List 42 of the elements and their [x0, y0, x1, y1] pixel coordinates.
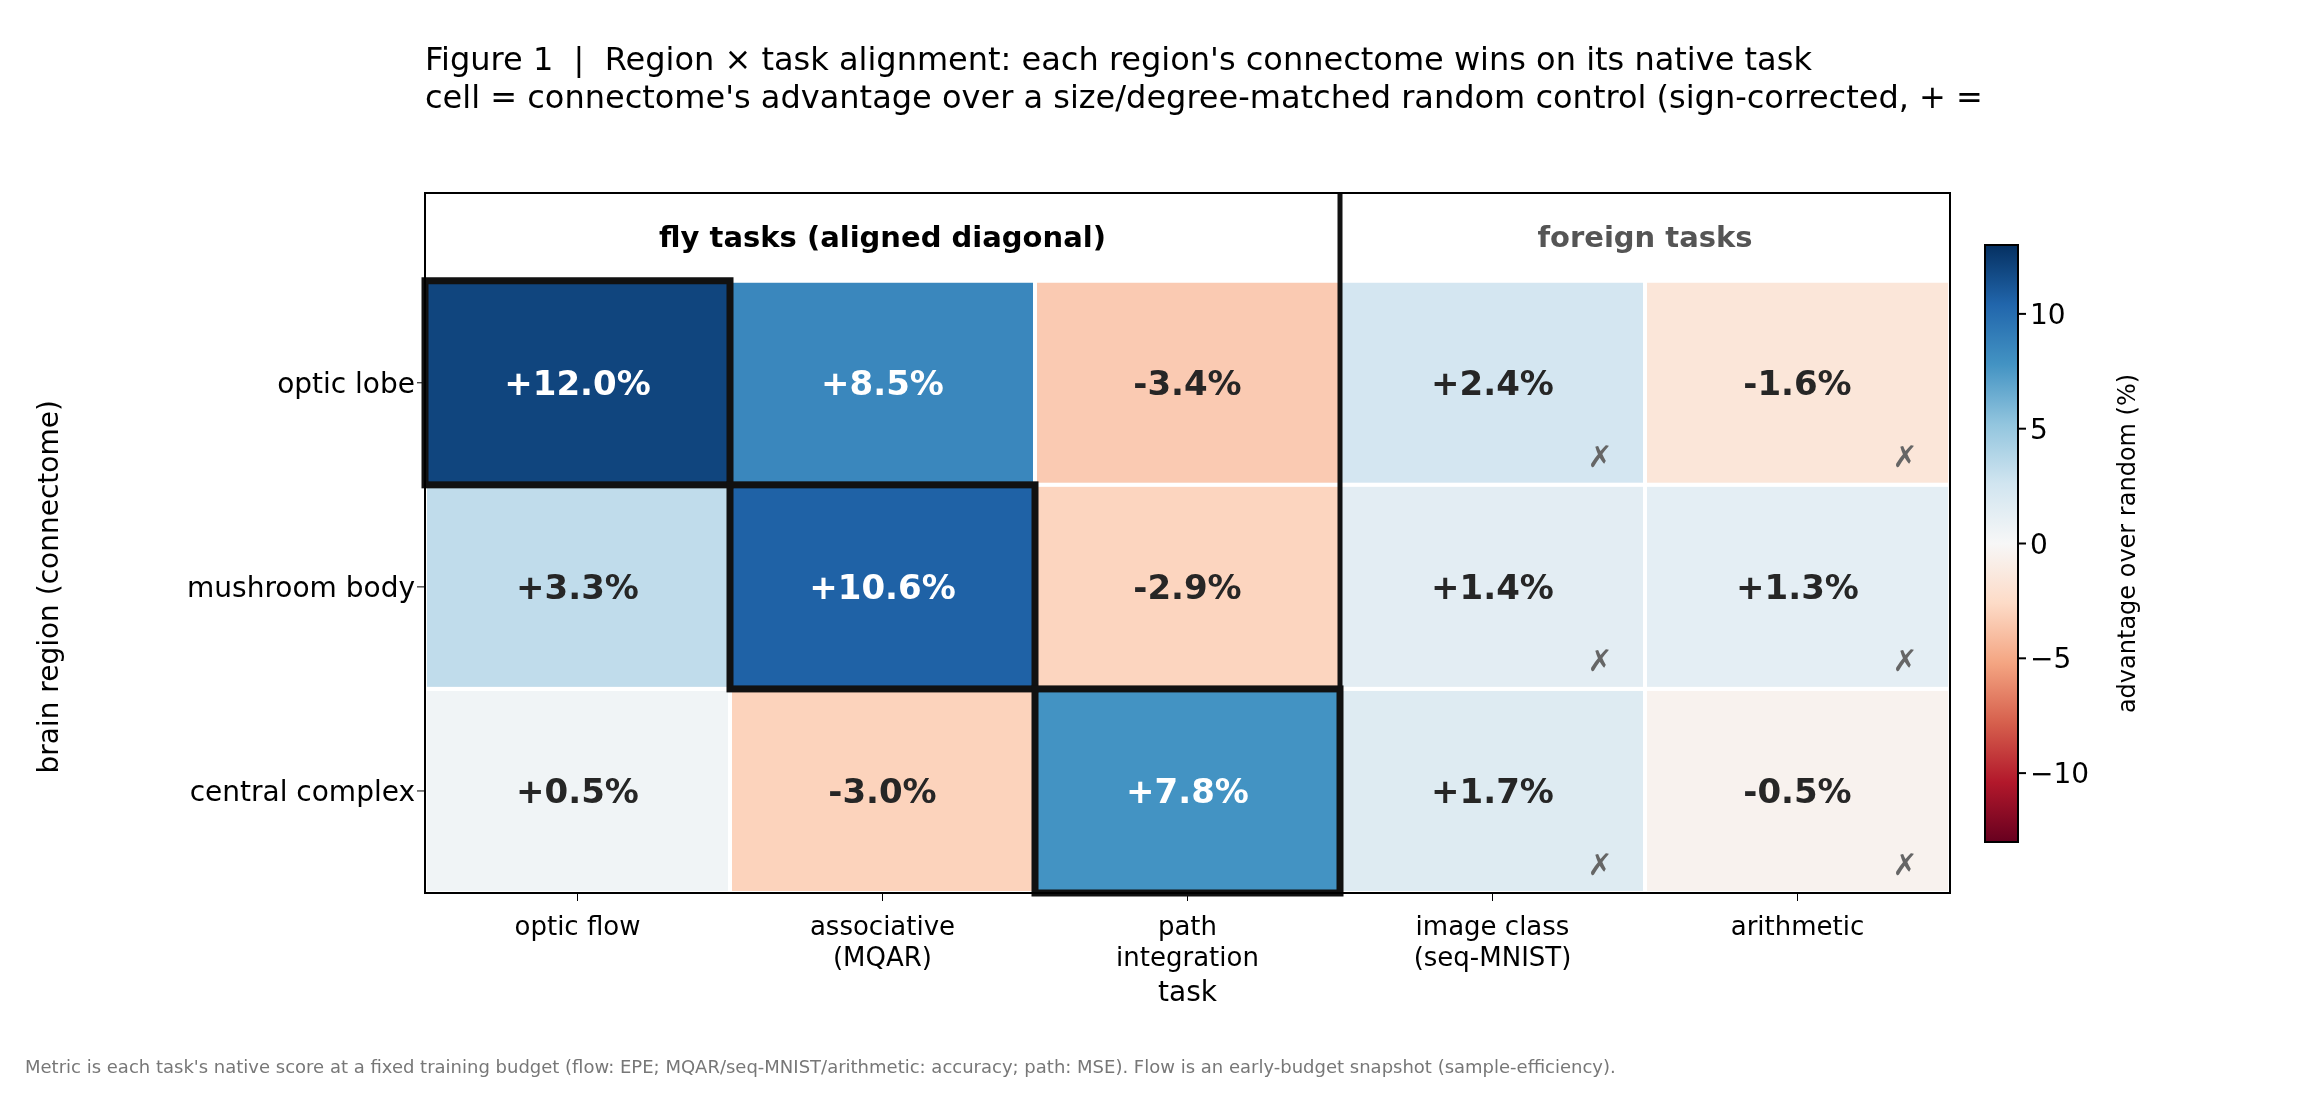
color-bar-label: 10 — [2030, 297, 2066, 331]
annotation: fly tasks (aligned diagonal) — [659, 219, 1106, 254]
data-label: -3.4% — [1133, 362, 1242, 403]
color-bar-label: 5 — [2030, 412, 2048, 446]
x-tick-label: associative (MQAR) — [809, 911, 956, 972]
x-tick-label: optic flow — [514, 911, 641, 941]
data-label: -0.5% — [1743, 770, 1852, 811]
data-label: +1.4% — [1431, 566, 1554, 607]
x-tick-label: arithmetic — [1730, 911, 1865, 941]
color-bar-label: −5 — [2030, 642, 2072, 676]
color-bar-label: −10 — [2030, 757, 2090, 791]
annotation: foreign tasks — [1537, 219, 1753, 254]
data-label: +3.3% — [516, 566, 639, 607]
annotation: ✗ — [1892, 642, 1918, 678]
y-axis-title: brain region (connectome) — [32, 400, 65, 774]
annotation: ✗ — [1587, 642, 1613, 678]
y-tick-label: optic lobe — [277, 366, 415, 400]
color-bar-title: advantage over random (%) — [2113, 373, 2141, 714]
y-tick-label: mushroom body — [187, 570, 415, 604]
data-label: -1.6% — [1743, 362, 1852, 403]
data-label: +8.5% — [821, 362, 944, 403]
data-label: +1.7% — [1431, 770, 1554, 811]
x-tick-label: image class (seq-MNIST) — [1413, 911, 1572, 972]
data-label: +12.0% — [504, 362, 651, 403]
annotation: ✗ — [1892, 847, 1918, 882]
y-tick-label: central complex — [189, 774, 415, 808]
data-label: +1.3% — [1736, 566, 1859, 607]
x-tick-label: path integration — [1116, 911, 1259, 972]
chart-title: Figure 1 | Region × task alignment: each region's connectome wins on its native task — [425, 40, 1813, 78]
text: Metric is each task's native score at a fixed training budget (flow: EPE; MQAR/seq-MNIST/arithmetic: accuracy; path: MSE). Flow is an early-budget snapshot (sample-efficiency). — [25, 1056, 1616, 1077]
annotation: ✗ — [1587, 847, 1613, 882]
color-bar-label: 0 — [2030, 527, 2048, 561]
data-label: +0.5% — [516, 770, 639, 811]
data-label: +10.6% — [809, 566, 956, 607]
data-label: -3.0% — [828, 770, 937, 811]
data-label: +7.8% — [1126, 770, 1249, 811]
data-label: +2.4% — [1431, 362, 1554, 403]
data-label: -2.9% — [1133, 566, 1242, 607]
annotation: ✗ — [1587, 438, 1613, 474]
annotation: ✗ — [1892, 438, 1918, 474]
x-axis-title: task — [1158, 975, 1218, 1008]
chart-subtitle: cell = connectome's advantage over a size/degree-matched random control (sign-corrected, + = — [425, 78, 1983, 116]
